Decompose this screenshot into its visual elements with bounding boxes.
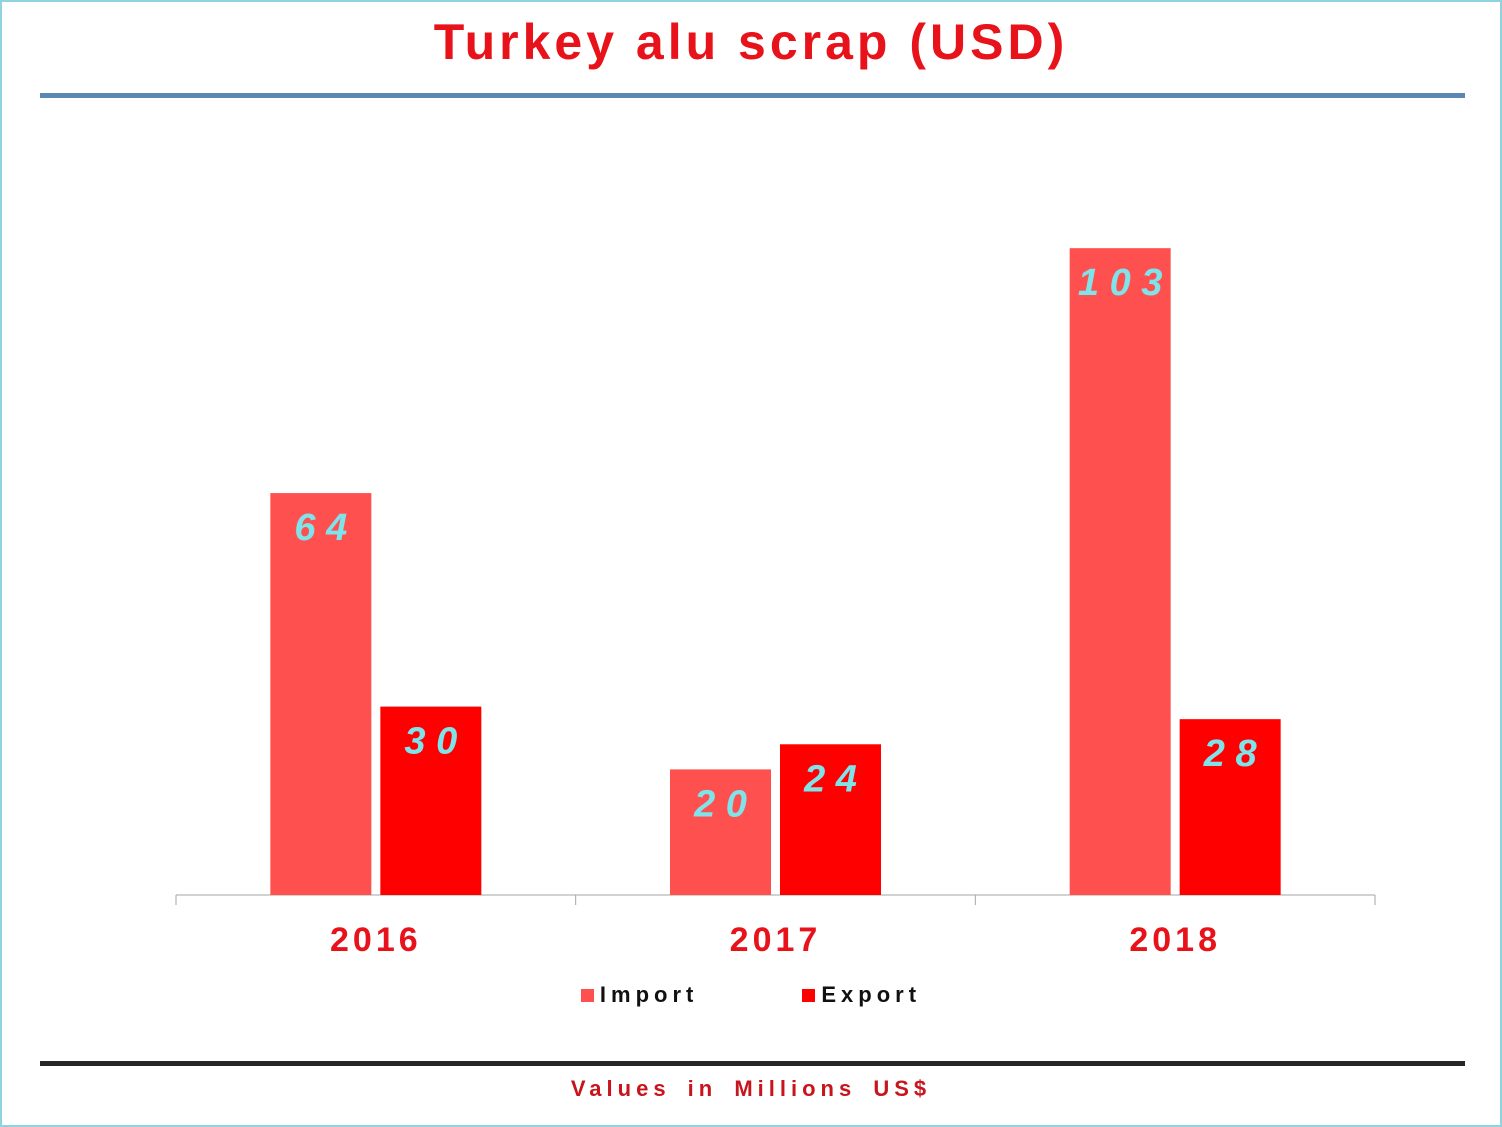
legend-label-export: Export [821, 982, 922, 1007]
units-note: Values in Millions US$ [570, 1076, 932, 1101]
legend-label-import: Import [599, 982, 699, 1007]
data-label-import-2016: 6 4 [294, 507, 347, 549]
bar-import-2017 [670, 769, 771, 895]
bar-export-2018 [1179, 719, 1281, 895]
data-label-export-2018: 2 8 [1203, 733, 1258, 775]
bar-import-2016 [270, 493, 372, 895]
legend-item-export: Export [802, 982, 921, 1008]
legend: Import Export [2, 982, 1500, 1008]
legend-swatch-import [580, 988, 594, 1002]
title-divider [40, 93, 1465, 98]
legend-item-import: Import [580, 982, 699, 1008]
data-label-import-2018: 1 0 3 [1078, 262, 1163, 304]
footer-divider [40, 1061, 1465, 1066]
data-label-export-2017: 2 4 [803, 758, 857, 800]
chart-title: Turkey alu scrap (USD) [433, 14, 1069, 70]
data-label-import-2017: 2 0 [693, 783, 747, 825]
bar-import-2018 [1069, 248, 1171, 895]
x-tick-label-2017: 2017 [730, 921, 822, 959]
legend-swatch-export [802, 988, 816, 1002]
x-tick-label-2016: 2016 [330, 921, 422, 959]
bar-export-2017 [780, 744, 881, 895]
data-label-export-2016: 3 0 [404, 721, 457, 763]
x-tick-label-2018: 2018 [1129, 921, 1221, 959]
bar-export-2016 [380, 706, 482, 895]
